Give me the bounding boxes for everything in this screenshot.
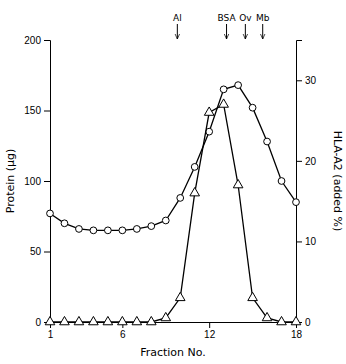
point — [291, 316, 301, 324]
point — [132, 316, 142, 324]
markers — [45, 99, 301, 325]
point — [76, 226, 83, 233]
point — [233, 179, 243, 187]
point — [90, 227, 97, 234]
point — [264, 138, 271, 145]
tick: 100 — [24, 176, 50, 187]
tick-label: 1 — [48, 329, 54, 340]
tick-mark — [296, 241, 302, 242]
tick-mark — [296, 80, 302, 81]
point — [47, 210, 54, 217]
x-axis-title: Fraction No. — [140, 346, 206, 359]
point — [74, 316, 84, 324]
annotation: Mb — [256, 13, 270, 23]
axis-line — [44, 41, 51, 323]
annotation-arrow — [177, 24, 178, 39]
annotation-arrow — [245, 24, 246, 39]
tick: 12 — [204, 322, 216, 340]
y-axis: 0 50 100 150 200 — [24, 35, 50, 328]
point — [60, 316, 70, 324]
tick: 50 — [30, 246, 50, 257]
annotation: Al — [173, 13, 182, 23]
point — [61, 220, 68, 227]
x-axis: 1 6 12 18 — [48, 322, 303, 340]
point — [204, 107, 214, 115]
tick-label: 150 — [24, 105, 41, 116]
series-group — [45, 82, 301, 325]
point — [103, 316, 113, 324]
point — [262, 312, 272, 320]
point — [133, 226, 140, 233]
point — [162, 217, 169, 224]
y-axis-title: Protein (μg) — [4, 149, 17, 214]
point — [148, 223, 155, 230]
tick-label: 20 — [305, 156, 317, 167]
point — [119, 227, 126, 234]
tick: 10 — [296, 236, 317, 247]
chart: 1612180501001502000102030AlBSAOvMbFracti… — [0, 0, 346, 364]
point — [219, 99, 229, 107]
point — [104, 227, 111, 234]
axis-line — [297, 41, 303, 323]
annotations: Al BSAOv Mb — [173, 13, 270, 39]
tick-label: 18 — [291, 329, 303, 340]
tick-mark — [44, 252, 50, 253]
tick-label: 30 — [305, 75, 317, 86]
point — [118, 316, 128, 324]
point — [161, 312, 171, 320]
point — [249, 104, 256, 111]
line — [50, 104, 296, 322]
tick: 150 — [24, 105, 50, 116]
y2-axis: 0 10 20 30 — [296, 41, 317, 328]
tick-label: 12 — [204, 329, 216, 340]
point — [89, 316, 99, 324]
annotation-arrow — [262, 24, 263, 39]
tick: 20 — [296, 156, 317, 167]
tick: 200 — [24, 35, 50, 46]
tick-mark — [44, 40, 50, 41]
line — [50, 85, 296, 230]
tick-label: 100 — [24, 176, 41, 187]
point — [190, 188, 200, 196]
point — [45, 316, 55, 324]
point — [277, 316, 287, 324]
tick-label: 0 — [35, 317, 41, 328]
point — [177, 195, 184, 202]
tick-mark — [296, 161, 302, 162]
annotation: Ov — [239, 13, 252, 23]
annotation: BSA — [218, 13, 237, 23]
tick-mark — [209, 322, 210, 328]
point — [293, 199, 300, 206]
tick-label: 6 — [120, 329, 126, 340]
axis-line — [51, 323, 297, 329]
tick-label: 10 — [305, 236, 317, 247]
markers — [47, 82, 300, 234]
tick-mark — [44, 111, 50, 112]
annotation-arrow — [226, 24, 227, 39]
point — [175, 292, 185, 300]
tick-label: 0 — [305, 317, 311, 328]
point — [191, 164, 198, 171]
tick: 30 — [296, 75, 317, 86]
point — [278, 178, 285, 185]
plot: 1612180501001502000102030AlBSAOvMb — [24, 13, 316, 340]
y2-axis-title: HLA-A2 (added %) — [331, 131, 344, 232]
point — [248, 292, 258, 300]
point — [146, 316, 156, 324]
point — [235, 82, 242, 89]
tick-label: 200 — [24, 35, 41, 46]
tick-label: 50 — [30, 246, 42, 257]
tick-mark — [44, 181, 50, 182]
point — [220, 86, 227, 93]
